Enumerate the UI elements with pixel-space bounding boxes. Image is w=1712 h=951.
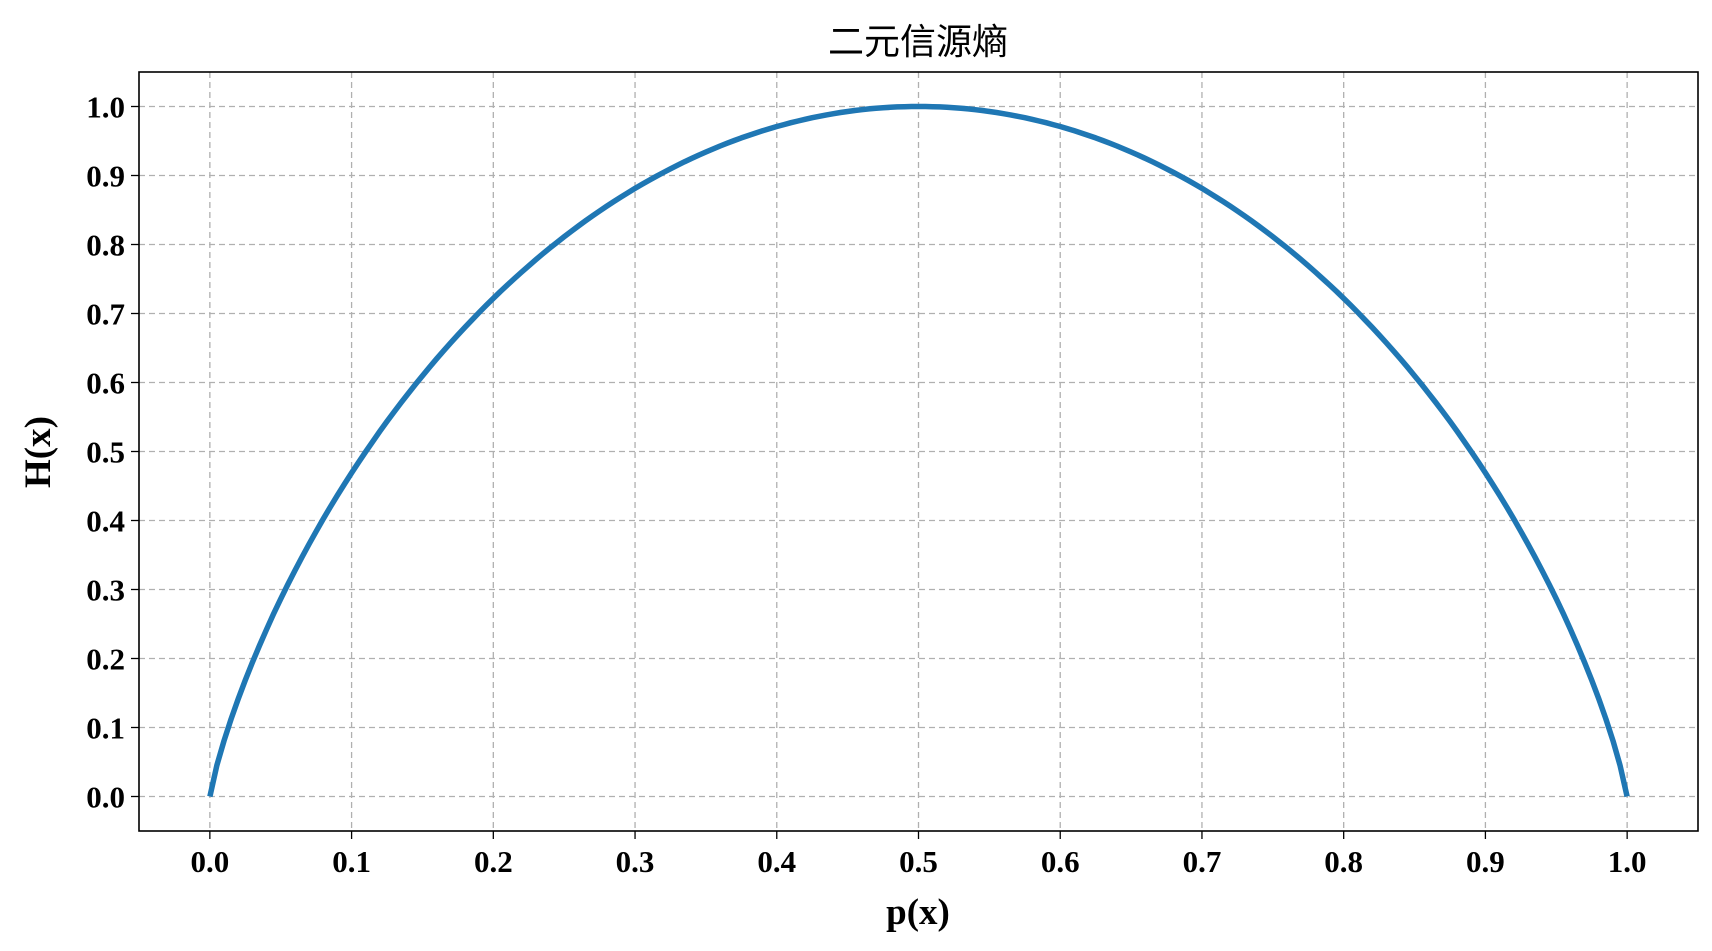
y-tick-label: 0.3 <box>86 573 125 608</box>
y-tick-label: 1.0 <box>86 90 125 125</box>
y-axis-ticks: 0.0 0.1 0.2 0.3 0.4 0.5 0.6 0.7 0.8 0.9 1.0 <box>86 90 139 815</box>
y-tick-label: 0.4 <box>86 504 125 539</box>
y-axis-label: H(x) <box>18 416 59 488</box>
y-tick-label: 0.8 <box>86 228 125 263</box>
series-layer <box>207 103 1630 798</box>
y-tick-label: 0.6 <box>86 366 125 401</box>
y-tick-label: 0.0 <box>86 780 125 815</box>
x-tick-label: 0.1 <box>332 844 371 879</box>
x-tick-label: 0.4 <box>757 844 796 879</box>
x-tick-label: 0.5 <box>899 844 938 879</box>
x-axis-ticks: 0.0 0.1 0.2 0.3 0.4 0.5 0.6 0.7 0.8 0.9 1.0 <box>190 831 1647 879</box>
x-tick-label: 0.3 <box>616 844 655 879</box>
y-tick-label: 0.1 <box>86 711 125 746</box>
x-tick-label: 0.7 <box>1183 844 1222 879</box>
x-tick-label: 1.0 <box>1608 844 1647 879</box>
x-tick-label: 0.8 <box>1324 844 1363 879</box>
grid <box>139 72 1698 831</box>
y-tick-label: 0.5 <box>86 435 125 470</box>
entropy-line <box>207 103 1630 798</box>
x-tick-label: 0.6 <box>1041 844 1080 879</box>
x-tick-label: 0.2 <box>474 844 513 879</box>
y-tick-label: 0.9 <box>86 159 125 194</box>
x-axis-label: p(x) <box>886 892 950 933</box>
y-tick-label: 0.7 <box>86 297 125 332</box>
chart-title: 二元信源熵 <box>828 22 1008 63</box>
x-tick-label: 0.9 <box>1466 844 1505 879</box>
x-tick-label: 0.0 <box>190 844 229 879</box>
y-tick-label: 0.2 <box>86 642 125 677</box>
